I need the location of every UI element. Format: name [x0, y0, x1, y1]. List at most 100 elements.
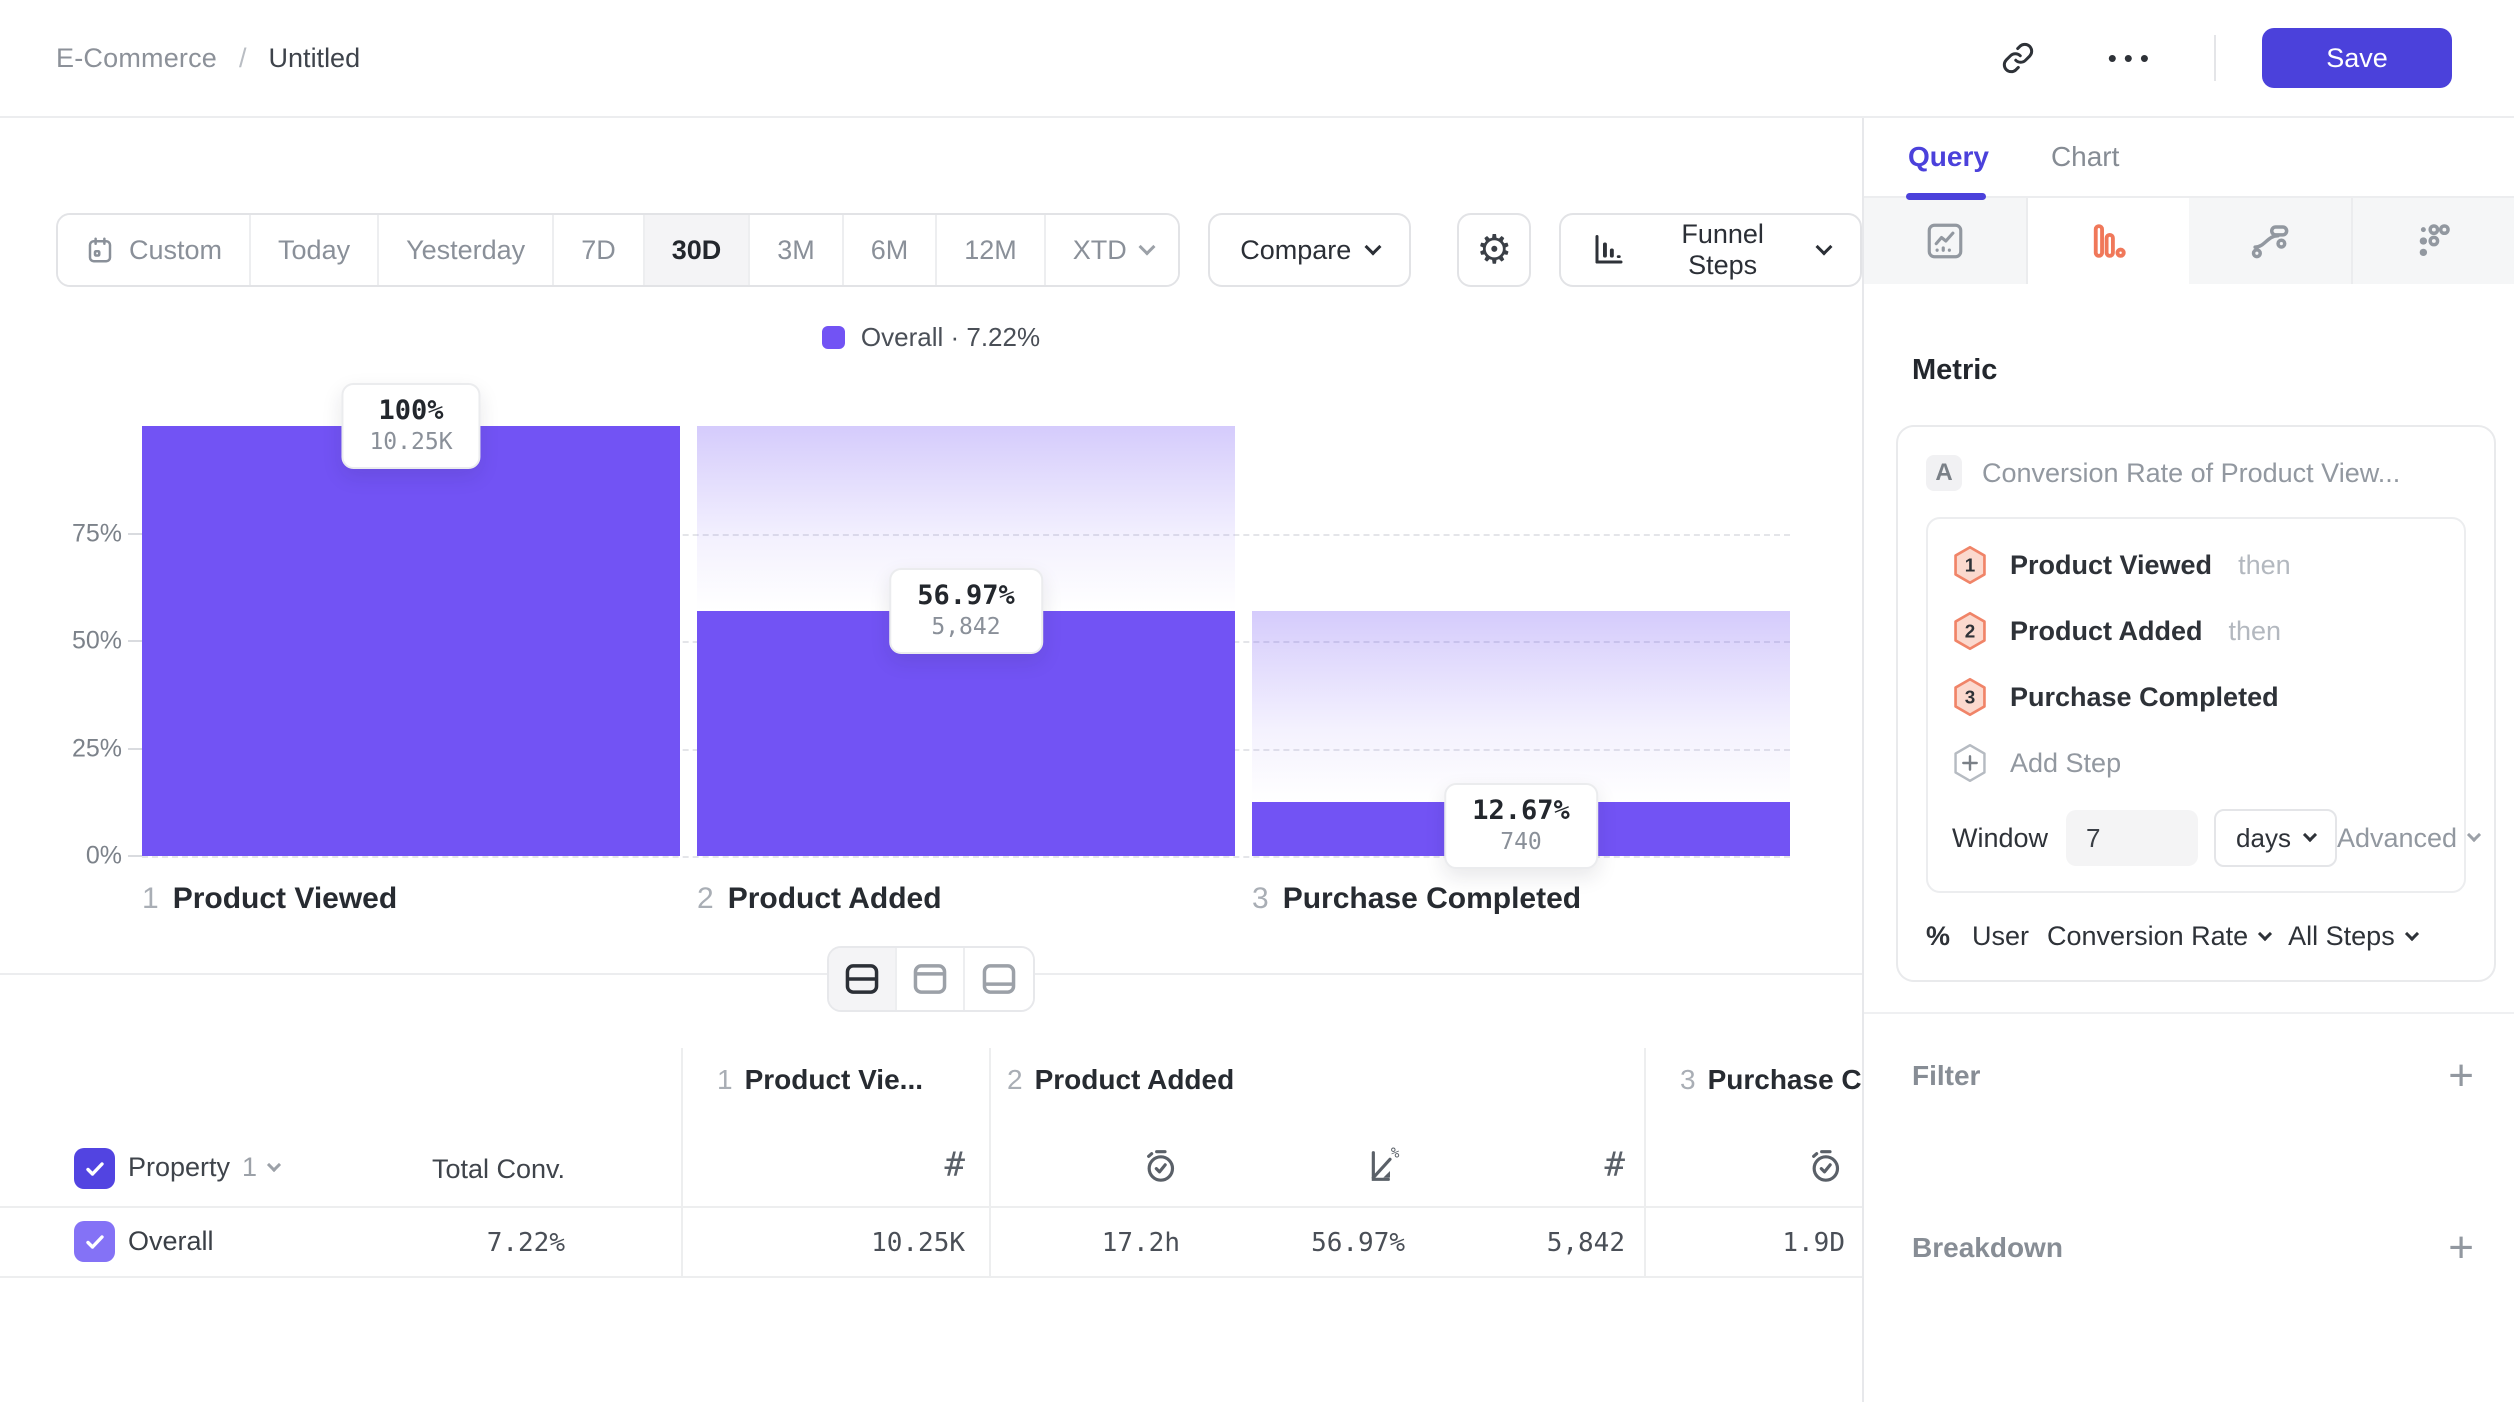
funnel-steps-card: 1 Product Viewed then 2 Product Added th… [1926, 517, 2482, 893]
metric-title: Conversion Rate of Product View... [1982, 457, 2401, 488]
step-then-label: then [2228, 615, 2282, 646]
funnel-bar-step-2[interactable]: 56.97% 5,842 [697, 426, 1235, 856]
chevron-down-icon [2302, 827, 2318, 843]
chart-type-dropdown[interactable]: Funnel Steps [1559, 213, 1862, 287]
split-view-button[interactable] [829, 948, 897, 1010]
compare-button[interactable]: Compare [1208, 213, 1412, 287]
chevron-down-icon [1815, 238, 1833, 256]
total-conversion-header[interactable]: Total Conv. [431, 1154, 565, 1184]
table-view-icon [981, 963, 1017, 995]
property-label: Property [128, 1152, 231, 1182]
select-all-checkbox[interactable] [74, 1148, 115, 1189]
cell-step2-time: 17.2h [1101, 1228, 1180, 1258]
funnel-bar-step-3[interactable]: 12.67% 740 [1252, 426, 1790, 869]
funnel-bar-step-1[interactable]: 100% 10.25K [142, 383, 680, 856]
range-30d[interactable]: 30D [644, 215, 751, 285]
y-tick-25: 25% [71, 734, 122, 762]
top-bar: E-Commerce / Untitled ••• Save [0, 0, 2514, 118]
query-step-3[interactable]: 3 Purchase Completed [1952, 677, 2440, 717]
conversion-metric-icon[interactable]: % [1335, 1146, 1405, 1186]
more-menu-button[interactable]: ••• [2107, 43, 2156, 73]
funnel-ghost-area [1252, 611, 1790, 802]
time-metric-icon[interactable] [1110, 1146, 1180, 1186]
chart-type-flow[interactable] [2189, 198, 2353, 284]
add-breakdown-button[interactable]: + [2448, 1223, 2474, 1272]
range-3m[interactable]: 3M [750, 215, 844, 285]
window-unit-dropdown[interactable]: days [2214, 809, 2337, 867]
step-3-badge: 3 [1952, 677, 1988, 717]
query-step-1[interactable]: 1 Product Viewed then [1952, 545, 2440, 585]
step-name: Purchase Completed [2010, 681, 2279, 712]
cell-step2-count: 5,842 [1546, 1228, 1625, 1258]
compare-label: Compare [1240, 234, 1352, 265]
count-metric-icon[interactable]: # [1555, 1146, 1625, 1184]
y-tickmark [128, 855, 142, 857]
property-dropdown[interactable]: Property 1 [128, 1152, 282, 1183]
tooltip-count: 10.25K [369, 429, 453, 455]
range-12m[interactable]: 12M [937, 215, 1046, 285]
tab-chart[interactable]: Chart [2050, 141, 2120, 172]
add-step-button[interactable]: Add Step [1952, 743, 2440, 783]
chart-only-view-button[interactable] [897, 948, 965, 1010]
group-name: Product Vie... [744, 1064, 923, 1095]
range-7d[interactable]: 7D [554, 215, 645, 285]
measure-dropdown[interactable]: Conversion Rate [2047, 921, 2273, 952]
topbar-divider [2214, 35, 2216, 81]
svg-text:2: 2 [1965, 622, 1976, 643]
tab-query[interactable]: Query [1908, 141, 1989, 172]
chart-type-funnel[interactable] [2027, 198, 2189, 284]
tooltip-pct: 56.97% [917, 580, 1015, 612]
stopwatch-check-icon [1140, 1146, 1180, 1186]
range-custom[interactable]: Custom [58, 215, 252, 285]
gridline-0 [142, 856, 1790, 858]
table-only-view-button[interactable] [965, 948, 1033, 1010]
breakdown-section: Breakdown + [1864, 1226, 2514, 1270]
breakdown-heading: Breakdown [1912, 1232, 2063, 1263]
legend-swatch [821, 326, 845, 349]
step-number: 3 [1252, 882, 1269, 915]
step-name: Product Added [2010, 615, 2203, 646]
time-metric-icon[interactable] [1775, 1146, 1845, 1186]
advanced-dropdown[interactable]: Advanced [2336, 822, 2482, 854]
step-name: Purchase Completed [1282, 882, 1582, 915]
share-link-button[interactable] [1992, 32, 2044, 84]
metric-card-header[interactable]: A Conversion Rate of Product View... [1926, 455, 2466, 491]
line-chart-icon [1924, 220, 1966, 262]
add-step-label: Add Step [2010, 747, 2122, 778]
query-panel: Query Chart [1862, 118, 2514, 1402]
active-tab-underline [1906, 193, 1986, 200]
query-step-2[interactable]: 2 Product Added then [1952, 611, 2440, 651]
advanced-label: Advanced [2336, 822, 2458, 853]
breadcrumb-parent[interactable]: E-Commerce [56, 42, 218, 73]
row-checkbox-overall[interactable] [74, 1221, 115, 1262]
range-6m[interactable]: 6M [843, 215, 938, 285]
chart-legend[interactable]: Overall · 7.22% [0, 322, 1862, 353]
add-filter-button[interactable]: + [2448, 1051, 2474, 1100]
range-today[interactable]: Today [251, 215, 380, 285]
step-name: Product Viewed [172, 882, 398, 915]
chart-settings-button[interactable]: ⚙ [1457, 213, 1532, 287]
count-metric-icon[interactable]: # [895, 1146, 965, 1184]
range-yesterday[interactable]: Yesterday [379, 215, 555, 285]
entity-label[interactable]: User [1972, 921, 2030, 951]
cell-total-conversion: 7.22% [486, 1228, 565, 1258]
funnel-tooltip-step-1: 100% 10.25K [341, 383, 481, 469]
group-number: 1 [717, 1064, 733, 1095]
chart-type-grid[interactable] [2352, 198, 2514, 284]
group-name: Purchase C [1707, 1064, 1862, 1095]
breadcrumb-current[interactable]: Untitled [268, 42, 361, 73]
chart-type-line[interactable] [1864, 198, 2028, 284]
table-group-step-3: 3 Purchase C [1680, 1064, 1862, 1096]
hash-icon: # [1604, 1145, 1625, 1185]
tooltip-count: 5,842 [931, 614, 1001, 641]
scope-dropdown[interactable]: All Steps [2288, 921, 2419, 952]
tooltip-pct: 100% [378, 395, 444, 426]
date-range-toolbar: Custom Today Yesterday 7D 30D 3M 6M 12M … [56, 213, 1862, 287]
svg-text:3: 3 [1965, 688, 1976, 709]
metric-measurement-row: % User Conversion Rate All Steps [1926, 921, 2466, 952]
breadcrumb-separator: / [239, 42, 247, 73]
svg-text:%: % [1391, 1146, 1400, 1162]
range-xtd[interactable]: XTD [1045, 215, 1179, 285]
save-button[interactable]: Save [2262, 28, 2452, 88]
window-value-input[interactable] [2066, 810, 2199, 866]
